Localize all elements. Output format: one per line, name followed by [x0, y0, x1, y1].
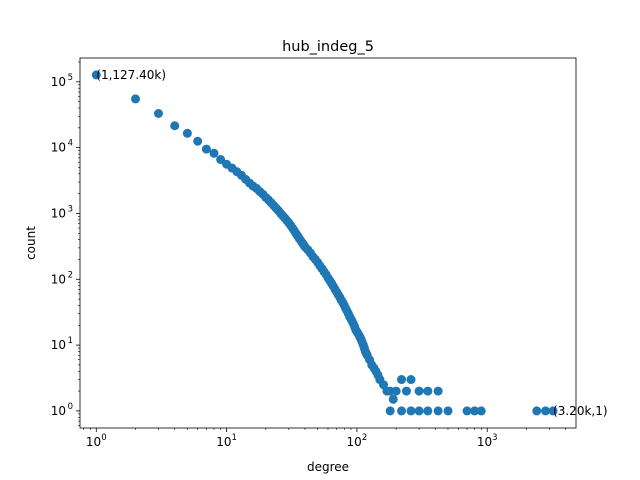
annotation-label: (1,127.40k): [96, 68, 166, 82]
annotation-label: (3.20k,1): [553, 404, 607, 418]
annotations: (1,127.40k) (3.20k,1): [96, 68, 607, 418]
data-point: [433, 386, 443, 396]
data-point: [401, 386, 411, 396]
y-tick-exponent: 2: [68, 270, 73, 280]
data-point: [423, 386, 433, 396]
points-layer: [91, 70, 558, 416]
y-tick-label: 10: [51, 404, 66, 418]
data-point: [414, 386, 424, 396]
y-tick-label: 10: [51, 141, 66, 155]
x-tick-label: 103: [477, 433, 498, 449]
y-tick-label: 10: [51, 206, 66, 220]
data-point: [462, 406, 472, 416]
data-point: [201, 144, 211, 154]
y-axis-label: count: [24, 226, 38, 260]
data-point: [388, 394, 398, 404]
x-axis: 100 101 102 103: [83, 428, 566, 449]
data-point: [476, 406, 486, 416]
x-tick-label: 101: [216, 433, 237, 449]
data-point: [182, 128, 192, 138]
x-tick-label: 102: [347, 433, 368, 449]
y-tick-exponent: 1: [68, 336, 73, 346]
data-point: [153, 109, 163, 118]
y-tick-exponent: 5: [68, 73, 73, 83]
y-tick-label: 10: [51, 272, 66, 286]
data-point: [548, 406, 558, 416]
data-point: [170, 121, 180, 131]
data-point: [385, 406, 395, 416]
y-tick-exponent: 0: [68, 402, 73, 412]
data-point: [406, 375, 416, 385]
x-axis-label: degree: [307, 460, 349, 474]
data-point: [131, 94, 141, 104]
y-tick-exponent: 3: [68, 204, 73, 214]
y-tick-exponent: 4: [68, 139, 73, 149]
x-tick-label: 100: [86, 433, 107, 449]
data-point: [414, 406, 424, 416]
data-point: [406, 406, 416, 416]
data-point: [433, 406, 443, 416]
chart-title: hub_indeg_5: [282, 39, 374, 55]
data-point: [209, 148, 219, 158]
data-point: [470, 406, 480, 416]
y-tick-label: 10: [51, 338, 66, 352]
data-point: [397, 375, 407, 385]
data-point: [391, 386, 401, 396]
data-point: [423, 406, 433, 416]
data-point: [193, 136, 203, 146]
data-point: [397, 406, 407, 416]
y-tick-label: 10: [51, 75, 66, 89]
data-point: [541, 406, 550, 416]
data-point: [532, 406, 542, 416]
data-point: [443, 406, 453, 416]
data-point: [91, 70, 101, 80]
